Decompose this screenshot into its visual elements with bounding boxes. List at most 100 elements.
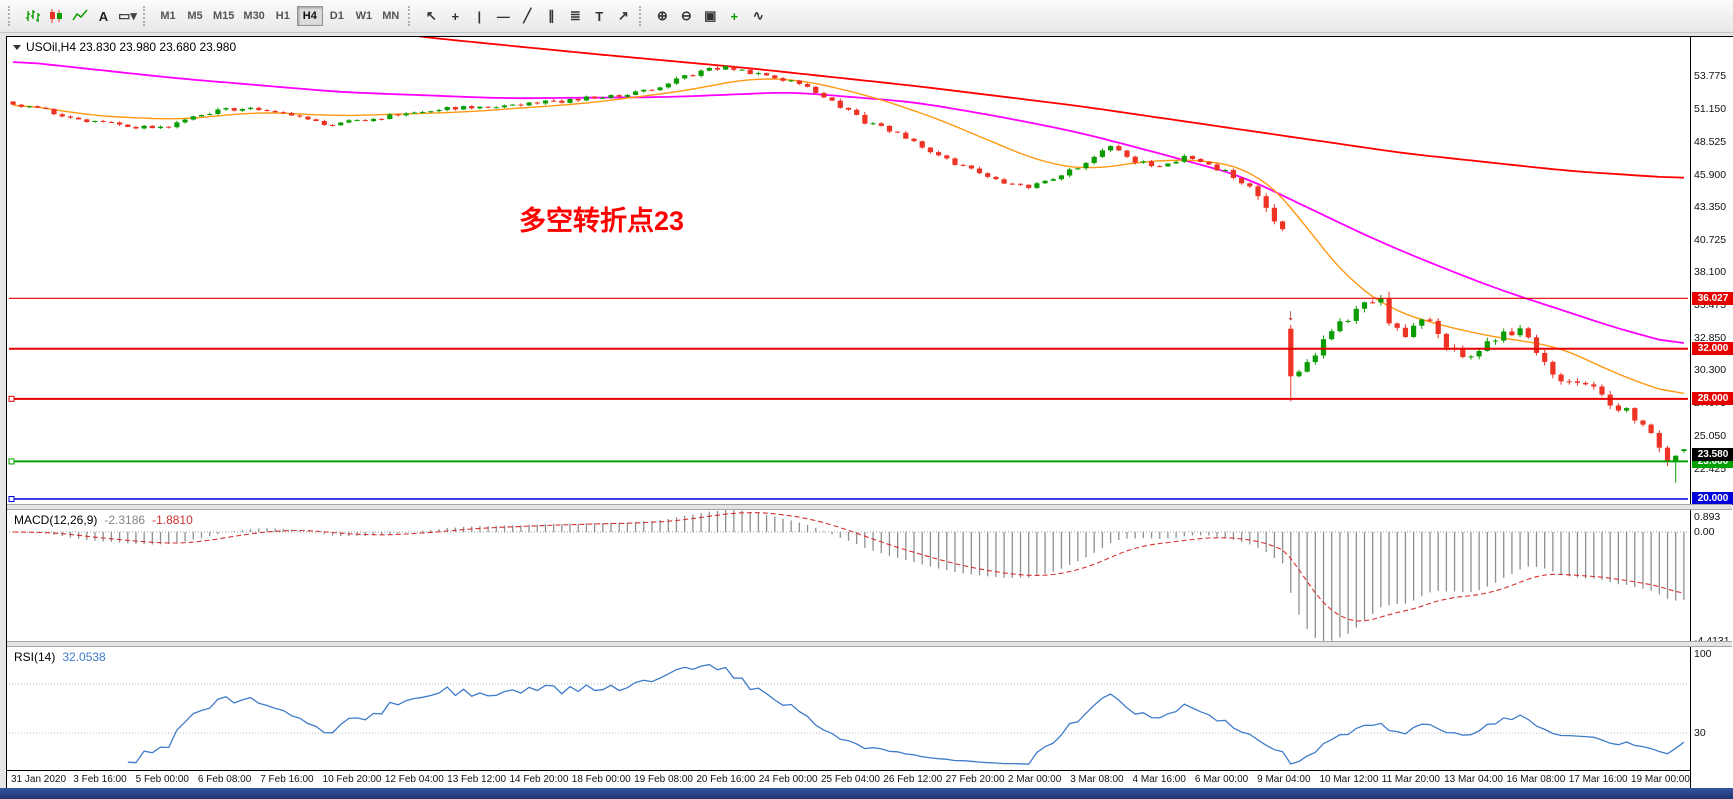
rsi-pane[interactable] bbox=[7, 647, 1690, 770]
candles bbox=[10, 65, 1687, 483]
time-label: 3 Feb 16:00 bbox=[73, 774, 127, 785]
price-tick: 51.150 bbox=[1694, 102, 1727, 115]
symbol-dropdown-icon[interactable] bbox=[13, 44, 21, 50]
toolbar-grip[interactable] bbox=[8, 6, 13, 26]
taskbar-strip bbox=[0, 788, 1733, 799]
time-label: 9 Mar 04:00 bbox=[1257, 774, 1311, 785]
price-axis[interactable]: 53.775 51.150 48.525 45.900 43.350 40.725 38.1… bbox=[1690, 37, 1733, 789]
arrow-tool-icon[interactable]: ↗ bbox=[617, 8, 629, 23]
time-label: 26 Feb 12:00 bbox=[883, 774, 943, 785]
rsi-axis-label: 30 bbox=[1694, 727, 1706, 740]
fibonacci-icon[interactable]: ≣ bbox=[569, 8, 581, 23]
timeframe-m1[interactable]: M1 bbox=[160, 10, 176, 22]
time-label: 20 Feb 16:00 bbox=[696, 774, 756, 785]
timeframe-h4[interactable]: H4 bbox=[296, 6, 323, 26]
price-tick: 53.775 bbox=[1694, 70, 1727, 83]
hline-handle[interactable] bbox=[8, 495, 15, 502]
chart-title: USOil,H4 23.830 23.980 23.680 23.980 bbox=[13, 40, 236, 54]
annotation-text: 多空转折点23 bbox=[519, 206, 685, 236]
timeframe-mn[interactable]: MN bbox=[382, 10, 400, 22]
time-label: 6 Mar 00:00 bbox=[1194, 774, 1249, 785]
price-badge-20.000: 20.000 bbox=[1692, 492, 1733, 506]
hline-handle[interactable] bbox=[8, 395, 15, 402]
time-label: 12 Feb 04:00 bbox=[384, 774, 444, 785]
price-tick: 48.525 bbox=[1694, 135, 1727, 148]
price-tick: 45.900 bbox=[1694, 168, 1727, 181]
timeframe-d1[interactable]: D1 bbox=[329, 10, 344, 22]
crosshair-icon[interactable]: + bbox=[451, 8, 460, 24]
cursor-icon[interactable]: ↖ bbox=[425, 8, 437, 23]
time-label: 17 Mar 16:00 bbox=[1568, 774, 1628, 785]
macd-axis-label: 0.893 bbox=[1694, 511, 1721, 523]
indicators-icon[interactable]: ∿ bbox=[752, 8, 764, 23]
time-label: 25 Feb 04:00 bbox=[821, 774, 880, 785]
candlestick-chart-icon[interactable] bbox=[44, 5, 67, 27]
macd-label: MACD(12,26,9) -2.3186 -1.8810 bbox=[14, 513, 193, 527]
sell-arrow-icon[interactable]: ↓ bbox=[1287, 307, 1295, 324]
text-label-icon[interactable]: A bbox=[98, 8, 109, 24]
tile-windows-icon[interactable]: ▣ bbox=[704, 8, 717, 23]
bar-chart-icon[interactable] bbox=[20, 5, 43, 27]
time-label: 6 Feb 08:00 bbox=[197, 774, 252, 785]
horizontal-line-icon[interactable]: — bbox=[496, 8, 510, 24]
zoom-in-icon[interactable]: ⊕ bbox=[656, 8, 668, 23]
line-chart-icon[interactable] bbox=[68, 5, 91, 27]
time-label: 7 Feb 16:00 bbox=[260, 774, 314, 785]
pane-splitter-rsi[interactable] bbox=[7, 641, 1732, 647]
time-label: 13 Mar 04:00 bbox=[1444, 774, 1503, 785]
timeframe-w1[interactable]: W1 bbox=[355, 10, 373, 22]
hline-handle[interactable] bbox=[8, 458, 15, 465]
draw-objects-dropdown-icon[interactable]: ▭▾ bbox=[118, 8, 137, 23]
time-label: 19 Mar 00:00 bbox=[1631, 774, 1690, 785]
time-label: 3 Mar 08:00 bbox=[1070, 774, 1124, 785]
macd-histogram bbox=[12, 510, 1685, 641]
rsi-name: RSI(14) bbox=[14, 650, 56, 664]
time-label: 10 Feb 20:00 bbox=[322, 774, 382, 785]
vertical-line-icon[interactable]: | bbox=[477, 8, 482, 24]
time-label: 18 Feb 00:00 bbox=[571, 774, 631, 785]
channel-icon[interactable]: ∥ bbox=[548, 8, 555, 23]
macd-value-main: -2.3186 bbox=[104, 513, 146, 527]
pane-splitter-macd[interactable] bbox=[7, 504, 1732, 510]
rsi-line bbox=[127, 663, 1685, 765]
macd-pane[interactable] bbox=[7, 510, 1690, 641]
time-label: 4 Mar 16:00 bbox=[1132, 774, 1186, 785]
toolbar-chart-tools: A ▭▾ bbox=[20, 5, 139, 27]
price-badge-36.027: 36.027 bbox=[1692, 291, 1733, 305]
macd-signal-line bbox=[13, 512, 1685, 622]
chart-title-text: USOil,H4 23.830 23.980 23.680 23.980 bbox=[26, 40, 237, 54]
macd-axis-label: 0.00 bbox=[1694, 526, 1715, 539]
rsi-label: RSI(14) 32.0538 bbox=[14, 650, 106, 664]
toolbar-timeframes: M1 M5 M15 M30 H1 H4 D1 W1 MN bbox=[155, 6, 404, 26]
time-axis[interactable]: 31 Jan 2020 3 Feb 16:00 5 Feb 00:00 6 Feb 0… bbox=[7, 770, 1690, 789]
timeframe-h1[interactable]: H1 bbox=[275, 10, 290, 22]
main-chart-pane[interactable]: ↓ bbox=[7, 37, 1690, 504]
toolbar-grip-zoom[interactable] bbox=[638, 6, 644, 26]
timeframe-m15[interactable]: M15 bbox=[213, 10, 235, 22]
time-label: 24 Feb 00:00 bbox=[758, 774, 818, 785]
new-order-icon[interactable]: + bbox=[730, 8, 739, 24]
zoom-out-icon[interactable]: ⊖ bbox=[680, 8, 692, 23]
toolbar-grip-timeframes[interactable] bbox=[143, 6, 148, 26]
current-price-badge: 23.580 bbox=[1692, 447, 1733, 461]
trendline-icon[interactable]: ╱ bbox=[523, 8, 532, 23]
price-tick: 25.050 bbox=[1694, 429, 1727, 442]
price-tick: 43.350 bbox=[1694, 200, 1727, 213]
time-label: 10 Mar 12:00 bbox=[1319, 774, 1379, 785]
rsi-axis-label: 100 bbox=[1694, 648, 1712, 660]
ma-mid-magenta bbox=[13, 61, 1685, 344]
time-label: 31 Jan 2020 bbox=[11, 774, 67, 785]
toolbar-zoom-tools: ⊕ ⊖ ▣ + ∿ bbox=[651, 5, 770, 27]
timeframe-m30[interactable]: M30 bbox=[243, 10, 265, 22]
ma-slow-red bbox=[417, 37, 1684, 179]
macd-name: MACD(12,26,9) bbox=[14, 513, 98, 527]
toolbar-grip-drawing[interactable] bbox=[407, 6, 413, 26]
price-tick: 38.100 bbox=[1694, 266, 1727, 279]
ma-fast-orange bbox=[13, 78, 1685, 395]
rsi-value: 32.0538 bbox=[62, 650, 106, 664]
time-label: 13 Feb 12:00 bbox=[447, 774, 507, 785]
timeframe-m5[interactable]: M5 bbox=[187, 10, 203, 22]
price-tick: 30.300 bbox=[1694, 364, 1727, 377]
text-icon[interactable]: T bbox=[595, 8, 604, 24]
price-badge-28.000: 28.000 bbox=[1692, 392, 1733, 406]
